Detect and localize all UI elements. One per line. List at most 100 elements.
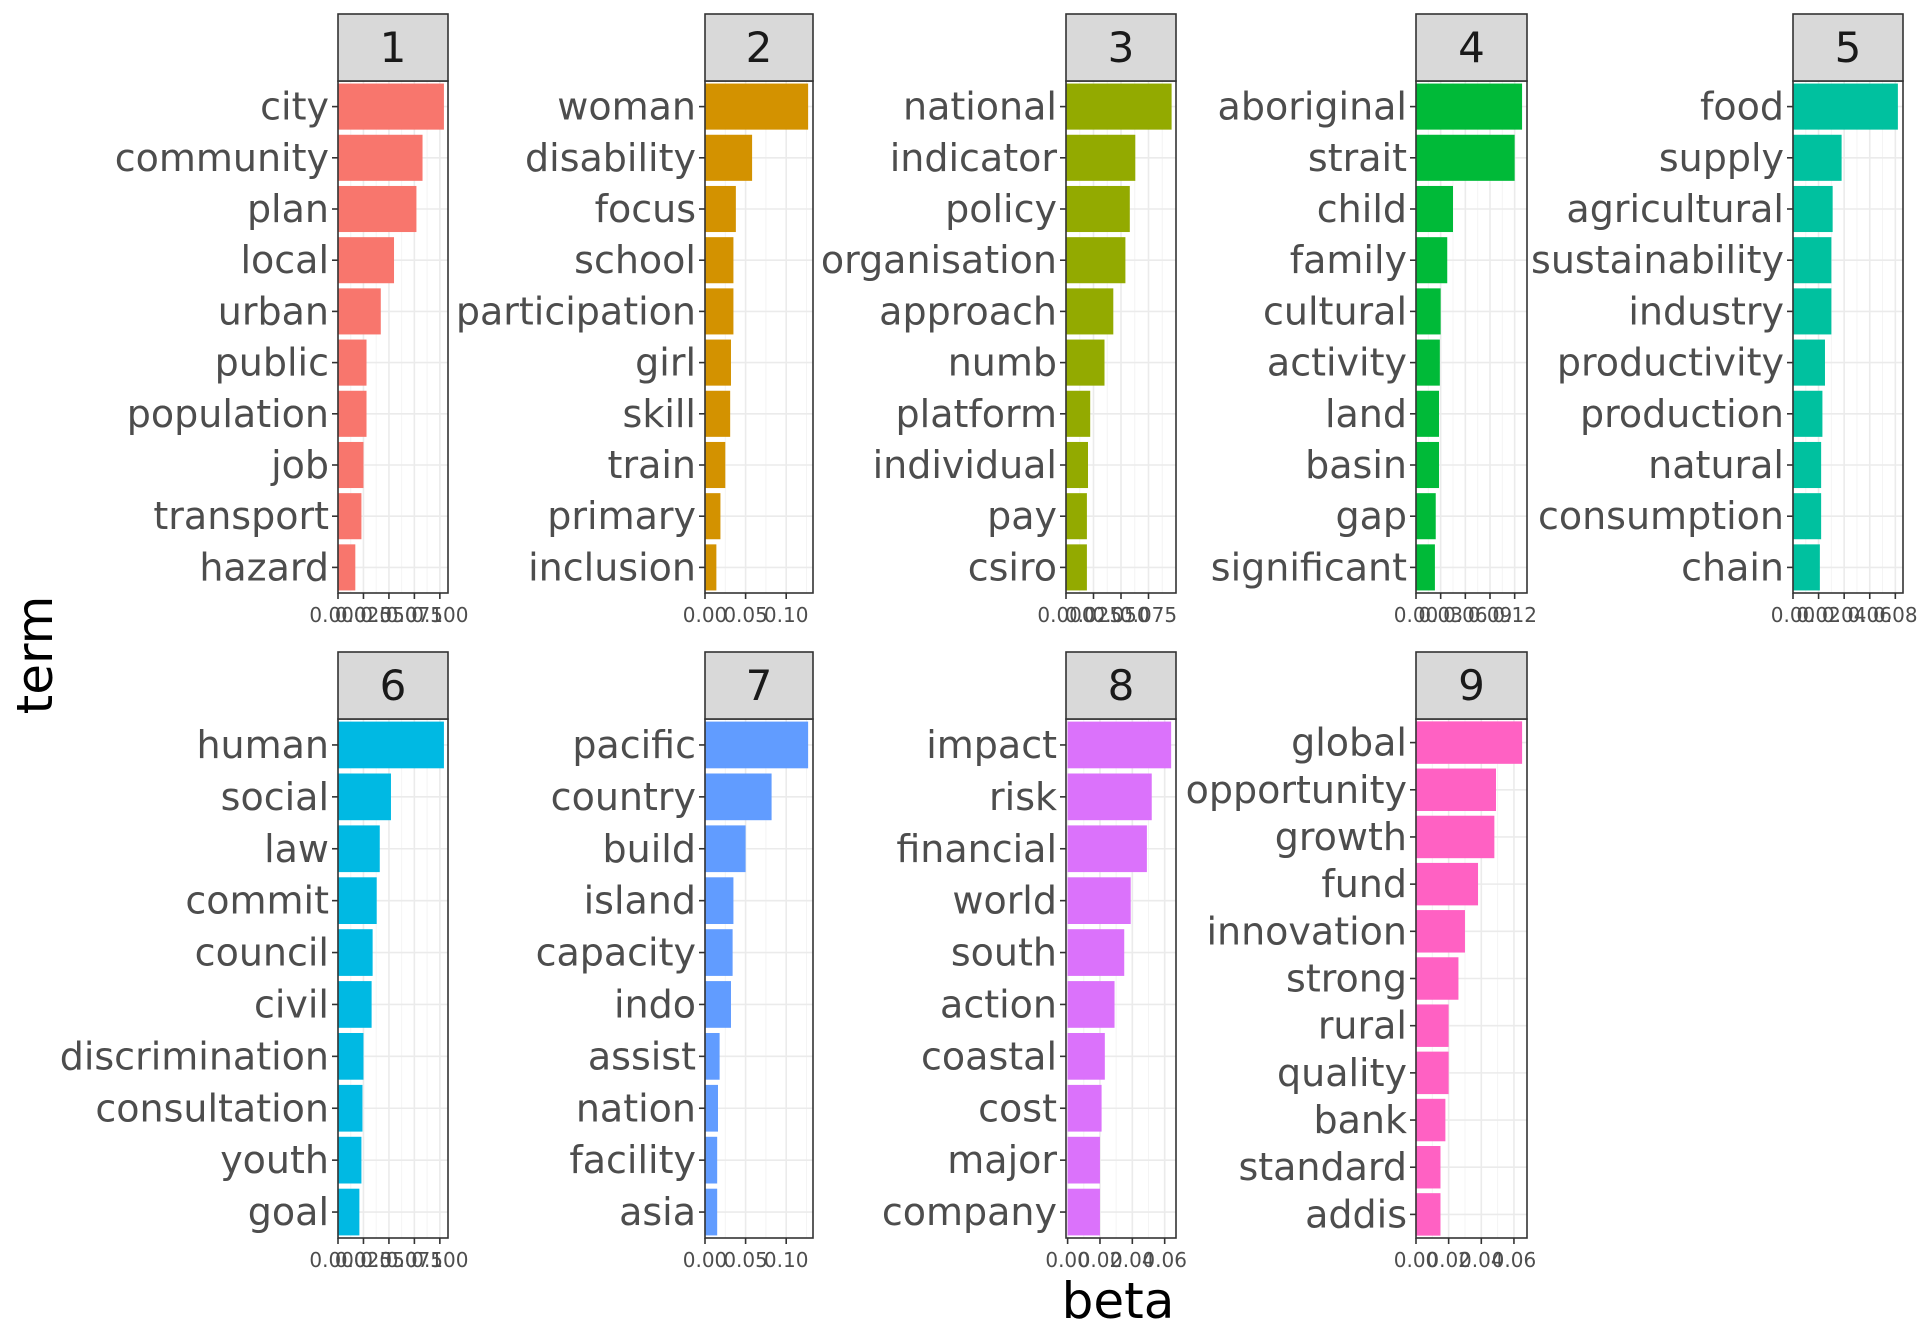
bar-child (1416, 185, 1453, 233)
term-label: land (1325, 392, 1407, 436)
term-label: focus (595, 187, 696, 231)
term-label: action (940, 982, 1057, 1026)
bar-individual (1066, 441, 1088, 489)
facet-panel-2: woman disability focus school participation g… (456, 13, 814, 627)
term-label: law (264, 827, 329, 871)
bar-participation (705, 288, 734, 335)
bar-addis (1416, 1193, 1441, 1236)
bar-approach (1066, 288, 1114, 335)
bar-plan (338, 185, 417, 233)
term-label: nation (576, 1086, 696, 1130)
x-tick-label: 0.03 (1418, 603, 1463, 627)
term-label: major (947, 1138, 1057, 1182)
x-tick-label: 0.00 (683, 603, 728, 627)
bar-quality (1416, 1051, 1449, 1095)
term-label: strong (1286, 957, 1407, 1001)
bar-strong (1416, 957, 1459, 1000)
x-axis-title: beta (1062, 1272, 1175, 1330)
bar-woman (705, 83, 809, 130)
term-label: world (952, 879, 1057, 923)
bar-food (1793, 83, 1898, 130)
facet-panel-5: food supply agricultural sustainability indu… (1531, 13, 1918, 627)
bar-urban (338, 288, 381, 335)
x-tick-label: 0.100 (411, 1248, 468, 1272)
bar-innovation (1416, 910, 1465, 953)
term-label: girl (635, 341, 696, 385)
term-label: council (195, 931, 329, 975)
bar-south (1067, 929, 1125, 976)
bar-growth (1416, 815, 1495, 859)
term-label: family (1290, 238, 1407, 282)
bar-supply (1793, 134, 1842, 181)
x-tick-label: 0.075 (1120, 603, 1177, 627)
term-label: urban (218, 289, 329, 333)
x-tick-label: 0.000 (309, 603, 366, 627)
bar-pay (1066, 493, 1087, 540)
bar-platform (1066, 390, 1091, 437)
term-label: asia (619, 1190, 696, 1234)
term-label: consultation (95, 1086, 329, 1130)
term-label: facility (569, 1138, 696, 1182)
bar-strait (1416, 134, 1515, 181)
facet-strip-label: 7 (746, 661, 773, 710)
x-tick-label: 0.000 (1037, 603, 1094, 627)
bar-impact (1067, 721, 1172, 769)
bar-city (338, 83, 444, 130)
bar-human (338, 721, 444, 769)
facet-strip (704, 13, 814, 82)
bar-production (1793, 390, 1823, 437)
x-tick-label: 0.025 (1065, 603, 1122, 627)
x-tick-label: 0.00 (1771, 603, 1816, 627)
bar-numb (1066, 339, 1105, 386)
term-label: discrimination (60, 1034, 329, 1078)
term-label: transport (153, 494, 329, 538)
x-tick-label: 0.04 (1110, 1248, 1155, 1272)
bar-risk (1067, 773, 1152, 821)
x-tick-label: 0.050 (1092, 603, 1149, 627)
term-label: policy (945, 187, 1057, 231)
x-tick-label: 0.050 (360, 603, 417, 627)
bar-fund (1416, 862, 1479, 906)
term-label: natural (1648, 443, 1784, 487)
bar-capacity (705, 929, 733, 976)
bar-consultation (338, 1084, 363, 1132)
term-label: inclusion (528, 545, 696, 589)
term-label: population (127, 392, 329, 436)
facet-strip (337, 651, 449, 720)
facet-strip (704, 651, 814, 720)
term-label: productivity (1557, 341, 1784, 385)
facet-panel-8: impact risk financial world south action coast… (882, 651, 1187, 1272)
term-label: company (882, 1190, 1057, 1234)
term-label: disability (525, 136, 696, 180)
term-label: indicator (890, 136, 1058, 180)
bar-transport (338, 493, 362, 540)
bar-opportunity (1416, 768, 1496, 812)
facet-panel-3: national indicator policy organisation appro… (821, 13, 1177, 627)
bar-commit (338, 877, 377, 925)
term-label: pacific (572, 723, 696, 767)
term-label: job (270, 443, 329, 487)
facet-panel-4: aboriginal strait child family cultural activ… (1211, 13, 1537, 627)
bar-local (338, 237, 395, 284)
term-label: human (196, 723, 329, 767)
bar-family (1416, 237, 1448, 284)
bar-girl (705, 339, 731, 386)
facet-strip-label: 4 (1458, 23, 1485, 72)
x-tick-label: 0.00 (683, 1248, 728, 1272)
bar-social (338, 773, 391, 821)
x-tick-label: 0.06 (1492, 1248, 1537, 1272)
bar-csiro (1066, 544, 1087, 591)
bar-organisation (1066, 237, 1126, 284)
bar-chain (1793, 544, 1820, 591)
bar-productivity (1793, 339, 1825, 386)
bar-civil (338, 981, 372, 1028)
x-tick-label: 0.075 (386, 1248, 443, 1272)
bar-primary (705, 493, 721, 540)
facet-strip-label: 3 (1108, 23, 1135, 72)
term-label: activity (1267, 341, 1407, 385)
term-label: approach (879, 289, 1057, 333)
term-label: island (584, 879, 696, 923)
term-label: pay (987, 494, 1057, 538)
x-tick-label: 0.10 (764, 1248, 809, 1272)
